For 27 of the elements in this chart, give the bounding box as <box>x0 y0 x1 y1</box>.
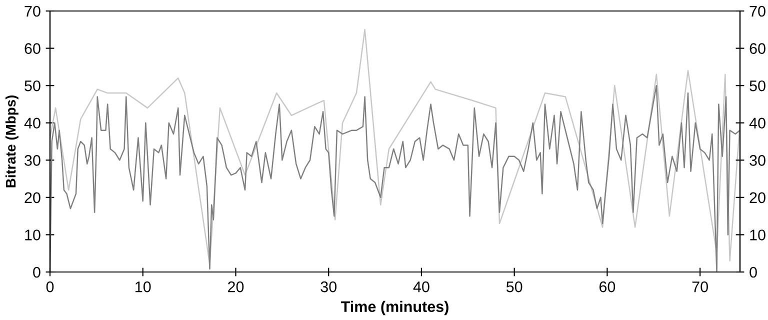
y-tick-label: 70 <box>24 6 40 17</box>
x-tick-label: 0 <box>46 281 54 292</box>
x-tick-label: 40 <box>413 281 430 292</box>
y2-tick-label: 70 <box>750 6 766 17</box>
y2-tick-label: 50 <box>750 80 766 92</box>
y2-tick-label: 0 <box>750 266 757 278</box>
x-tick-label: 30 <box>320 281 336 292</box>
x-tick-label: 10 <box>136 281 151 292</box>
x-tick-label: 70 <box>692 281 708 292</box>
y-tick-label: 50 <box>24 80 40 92</box>
x-tick-label: 20 <box>228 281 244 292</box>
y2-tick-label: 20 <box>750 192 766 204</box>
y2-tick-label: 60 <box>750 43 766 54</box>
y-tick-label: 60 <box>24 43 40 54</box>
y-axis-title: Bitrate (Mbps) <box>5 96 18 188</box>
y-tick-label: 10 <box>25 230 40 240</box>
y2-tick-label: 40 <box>749 118 766 129</box>
x-tick-label: 60 <box>599 281 616 292</box>
y-tick-label: 0 <box>33 266 40 278</box>
y2-tick-label: 10 <box>750 230 766 240</box>
x-axis-title: Time (minutes) <box>340 300 448 316</box>
y2-tick-label: 30 <box>750 155 766 166</box>
y-tick-label: 20 <box>24 192 40 204</box>
x-tick-label: 50 <box>506 281 522 292</box>
y-tick-label: 30 <box>24 155 40 166</box>
line-series <box>50 84 740 272</box>
y-tick-label: 40 <box>24 118 40 129</box>
